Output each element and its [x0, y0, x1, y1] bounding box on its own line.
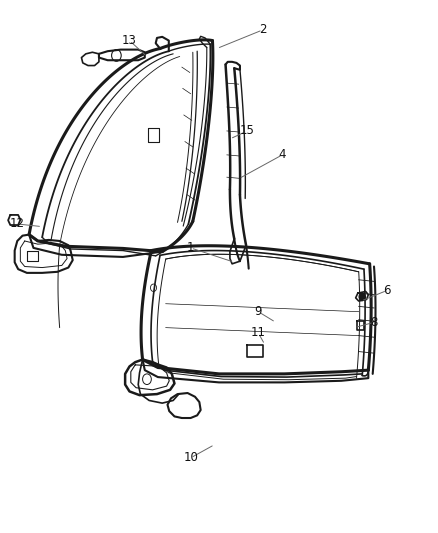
Text: 1: 1 — [187, 241, 194, 254]
Text: 13: 13 — [122, 34, 137, 47]
Text: 10: 10 — [183, 451, 198, 464]
Text: 6: 6 — [383, 284, 391, 297]
Text: 9: 9 — [254, 305, 262, 318]
Text: 11: 11 — [251, 326, 266, 340]
Text: 4: 4 — [279, 148, 286, 161]
Circle shape — [359, 293, 365, 301]
Text: 8: 8 — [370, 316, 378, 329]
Text: 15: 15 — [240, 124, 255, 138]
Text: 2: 2 — [259, 23, 266, 36]
Text: 12: 12 — [10, 217, 25, 230]
